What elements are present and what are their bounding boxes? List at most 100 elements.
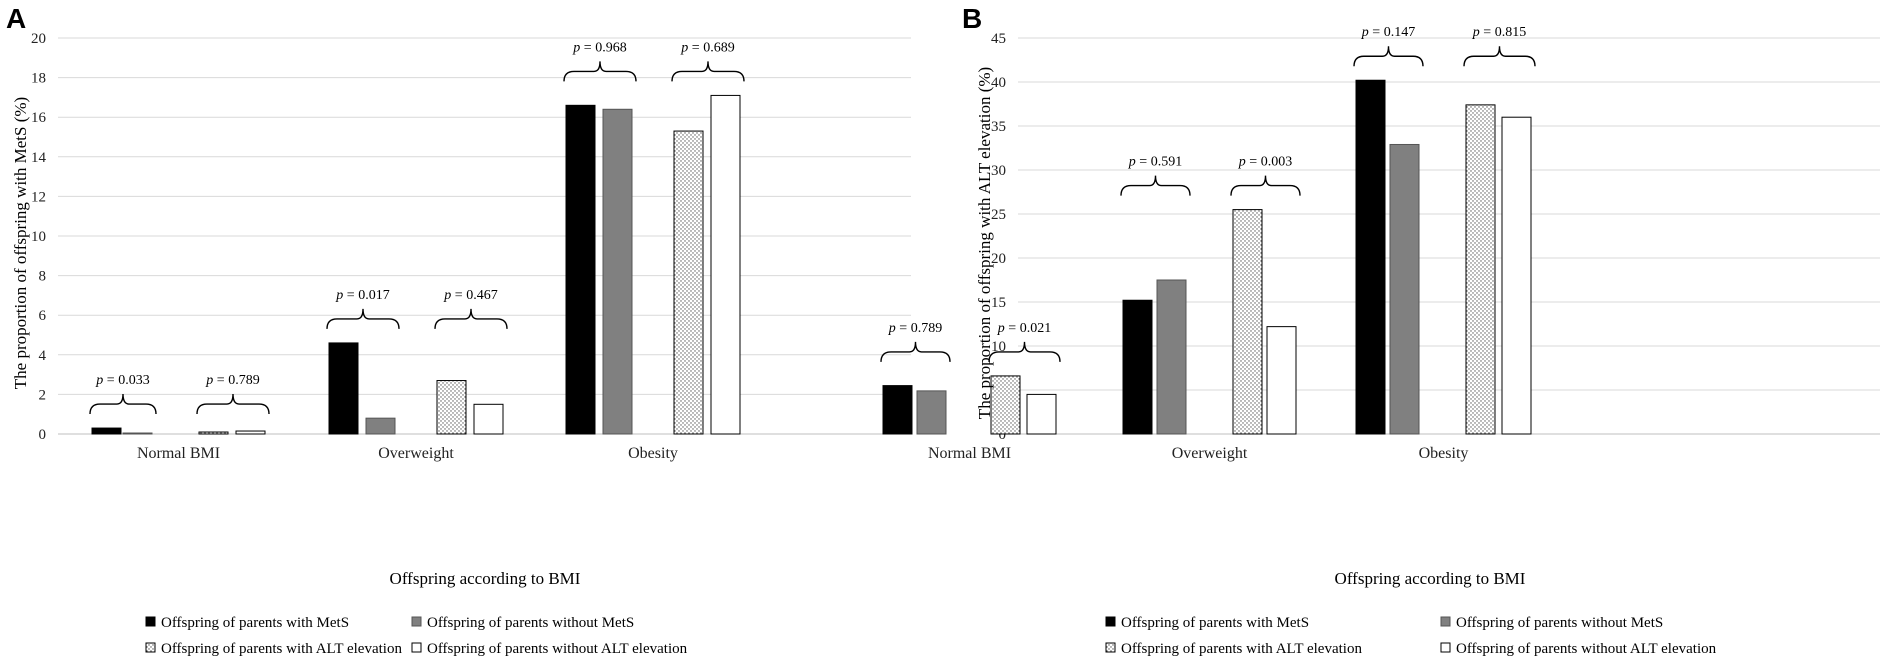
- significance-bracket: [880, 341, 951, 362]
- legend-a-label-no-alt: Offspring of parents without ALT elevati…: [427, 641, 688, 657]
- bar-mets: [565, 104, 596, 435]
- p-value-label: p = 0.003: [1238, 155, 1292, 170]
- legend-a-swatch-mets: [145, 616, 156, 627]
- panel-b-letter: B: [962, 3, 982, 34]
- bar-mets: [91, 427, 122, 435]
- legend-a-label-no-mets: Offspring of parents without MetS: [427, 615, 634, 631]
- legend-b-label-no-alt: Offspring of parents without ALT elevati…: [1456, 641, 1717, 657]
- p-value-label: p = 0.021: [997, 321, 1051, 336]
- bar-alt: [436, 380, 467, 435]
- p-value-label: p = 0.815: [1472, 25, 1526, 40]
- legend-b-swatch-no-alt: [1440, 642, 1451, 653]
- p-value-label: p = 0.789: [888, 321, 942, 336]
- significance-bracket: [1353, 46, 1424, 67]
- p-value-label: p = 0.689: [680, 40, 734, 55]
- legend-b-swatch-alt: [1105, 642, 1116, 653]
- significance-bracket: [196, 394, 270, 415]
- legend-b-label-alt: Offspring of parents with ALT elevation: [1121, 641, 1362, 657]
- panel-a-legend: Offspring of parents with MetS Offspring…: [145, 615, 688, 657]
- bar-alt: [990, 375, 1021, 435]
- bar-no-mets: [122, 432, 153, 435]
- bar-no-alt: [1026, 393, 1057, 435]
- y-tick-label: 20: [31, 31, 46, 47]
- panel-a-y-axis-title: The proportion of offspring with MetS (%…: [11, 97, 30, 389]
- y-tick-label: 6: [39, 308, 47, 324]
- panel-b-y-axis-title: The proportion of offspring with ALT ele…: [975, 67, 994, 419]
- p-value-label: p = 0.147: [1361, 25, 1415, 40]
- legend-b-swatch-mets: [1105, 616, 1116, 627]
- y-tick-label: 45: [991, 31, 1006, 47]
- y-tick-label: 2: [39, 387, 47, 403]
- significance-bracket: [563, 61, 637, 82]
- y-tick-label: 0: [999, 427, 1007, 443]
- bar-no-alt: [1501, 116, 1532, 435]
- panel-b-legend: Offspring of parents with MetS Offspring…: [1105, 615, 1717, 657]
- bar-no-alt: [710, 94, 741, 435]
- bar-alt: [673, 130, 704, 435]
- bar-alt: [1232, 209, 1263, 435]
- panel-a-letter: A: [6, 3, 26, 34]
- significance-bracket: [1230, 175, 1301, 196]
- x-tick-label: Obesity: [628, 445, 678, 462]
- significance-bracket: [326, 308, 400, 329]
- legend-a-swatch-alt: [145, 642, 156, 653]
- legend-b-label-mets: Offspring of parents with MetS: [1121, 615, 1309, 631]
- legend-b-label-no-mets: Offspring of parents without MetS: [1456, 615, 1663, 631]
- y-tick-label: 30: [991, 163, 1006, 179]
- x-tick-label: Obesity: [1419, 445, 1469, 462]
- y-tick-label: 40: [991, 75, 1006, 91]
- legend-a-swatch-no-mets: [411, 616, 422, 627]
- y-tick-label: 20: [991, 251, 1006, 267]
- significance-bracket: [89, 394, 157, 415]
- bar-no-alt: [235, 430, 266, 435]
- x-tick-label: Overweight: [1172, 445, 1248, 462]
- bar-no-mets: [1156, 279, 1187, 435]
- panel-b-x-axis-title: Offspring according to BMI: [1335, 569, 1526, 588]
- x-tick-label: Normal BMI: [137, 445, 220, 462]
- y-tick-label: 25: [991, 207, 1006, 223]
- significance-bracket: [988, 341, 1061, 362]
- significance-bracket: [1463, 46, 1536, 67]
- panel-a-plot: 0 2 4 6 8 10 12 14 16 18 20 Normal BMI p = 0.033 p = …: [31, 31, 911, 462]
- y-tick-label: 4: [39, 348, 47, 364]
- bar-mets: [882, 385, 913, 435]
- significance-bracket: [434, 308, 508, 329]
- y-tick-label: 10: [31, 229, 46, 245]
- bar-mets: [1355, 79, 1386, 435]
- legend-b-swatch-no-mets: [1440, 616, 1451, 627]
- y-tick-label: 14: [31, 150, 47, 166]
- bar-alt: [198, 431, 229, 435]
- legend-a-swatch-no-alt: [411, 642, 422, 653]
- bar-alt: [1465, 104, 1496, 435]
- bar-no-mets: [602, 108, 633, 435]
- y-tick-label: 12: [31, 189, 46, 205]
- y-tick-label: 15: [991, 295, 1006, 311]
- legend-a-label-alt: Offspring of parents with ALT elevation: [161, 641, 402, 657]
- bar-no-mets: [365, 417, 396, 435]
- legend-a-label-mets: Offspring of parents with MetS: [161, 615, 349, 631]
- bar-no-alt: [1266, 326, 1297, 435]
- bar-no-mets: [1389, 143, 1420, 435]
- y-tick-label: 8: [39, 269, 47, 285]
- panel-a: A 0 2 4 6 8 10 12 14 16 18 20 Normal BMI p = 0.033 p …: [6, 3, 911, 657]
- p-value-label: p = 0.017: [335, 288, 389, 303]
- bar-mets: [1122, 299, 1153, 435]
- p-value-label: p = 0.033: [95, 373, 149, 388]
- panel-a-x-axis-title: Offspring according to BMI: [390, 569, 581, 588]
- p-value-label: p = 0.789: [205, 373, 259, 388]
- p-value-label: p = 0.968: [572, 40, 626, 55]
- y-tick-label: 0: [39, 427, 47, 443]
- bar-no-mets: [916, 390, 947, 435]
- significance-bracket: [671, 61, 745, 82]
- x-tick-label: Normal BMI: [928, 445, 1011, 462]
- p-value-label: p = 0.467: [443, 288, 497, 303]
- y-tick-label: 35: [991, 119, 1006, 135]
- y-tick-label: 10: [991, 339, 1006, 355]
- bar-no-alt: [473, 403, 504, 435]
- significance-bracket: [1120, 175, 1191, 196]
- p-value-label: p = 0.591: [1128, 155, 1182, 170]
- y-tick-label: 18: [31, 71, 46, 87]
